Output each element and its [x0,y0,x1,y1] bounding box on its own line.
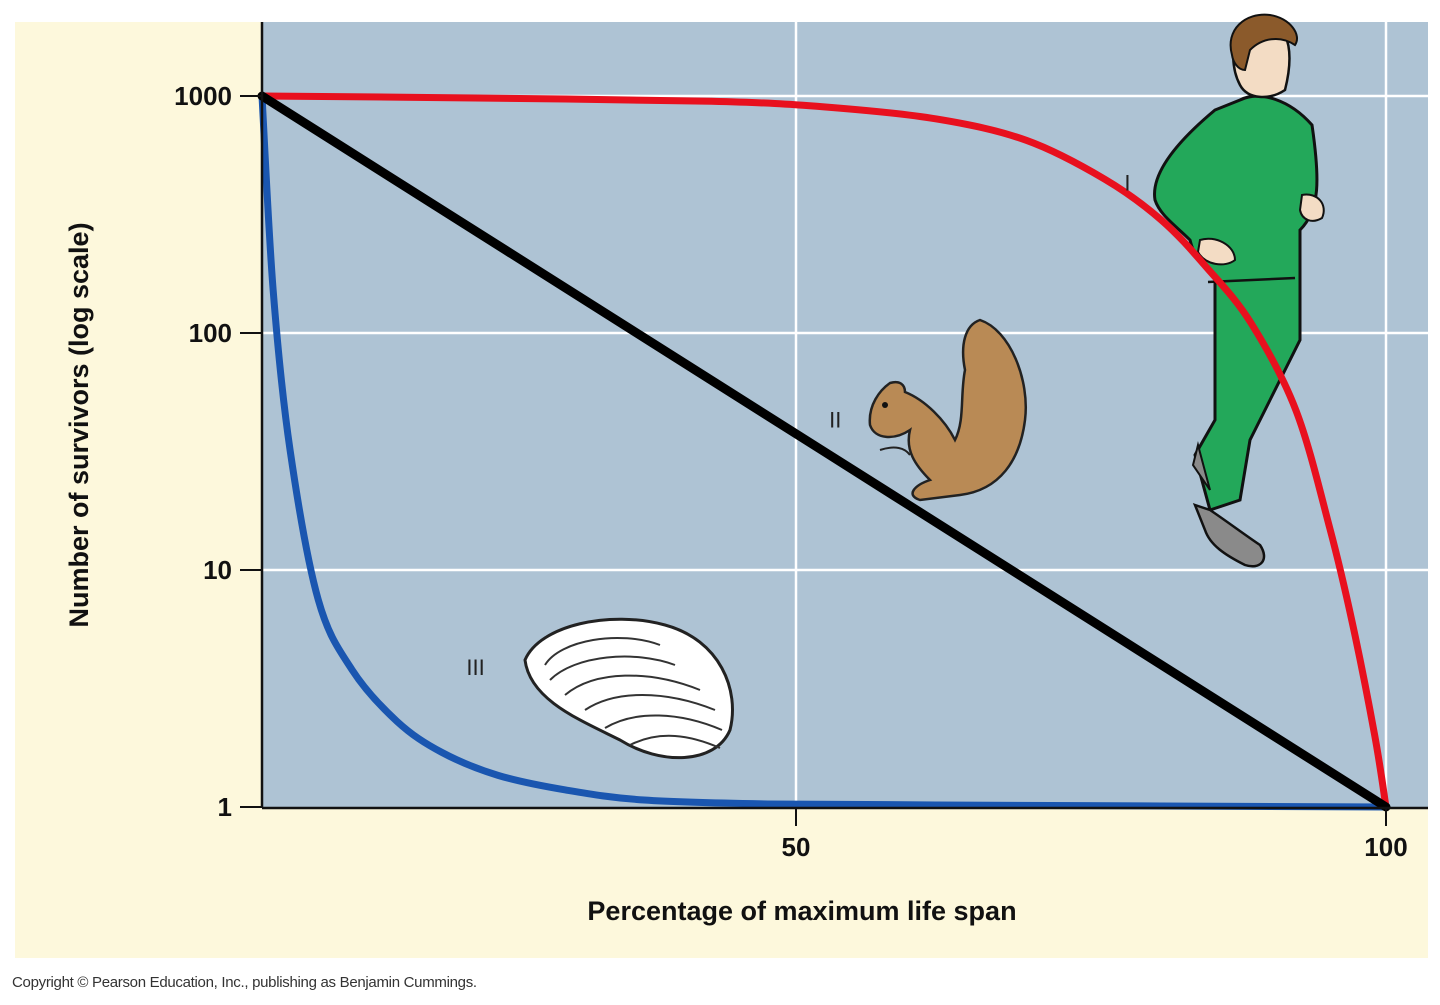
y-tick-label: 10 [203,555,232,585]
y-tick-label: 1 [218,792,232,822]
y-tick-label: 1000 [174,81,232,111]
curve-label-II: II [829,407,841,432]
x-tick-label: 100 [1364,832,1407,862]
series-line-II [257,91,1391,812]
x-tick-label: 50 [782,832,811,862]
squirrel-illustration [868,318,1027,502]
series-lines [257,91,1391,812]
series-line-III [258,92,1390,811]
ticks: 1000 100 10 1 50 100 [174,81,1408,862]
copyright-notice: Copyright © Pearson Education, Inc., pub… [12,974,477,991]
oyster-illustration [523,617,734,760]
y-axis-label: Number of survivors (log scale) [64,222,94,627]
curve-label-III: III [466,655,484,680]
illustrations [523,13,1325,760]
series-line-I [258,92,1390,811]
x-axis-label: Percentage of maximum life span [587,896,1016,926]
curve-label-I: I [1124,170,1130,195]
y-tick-label: 100 [189,318,232,348]
